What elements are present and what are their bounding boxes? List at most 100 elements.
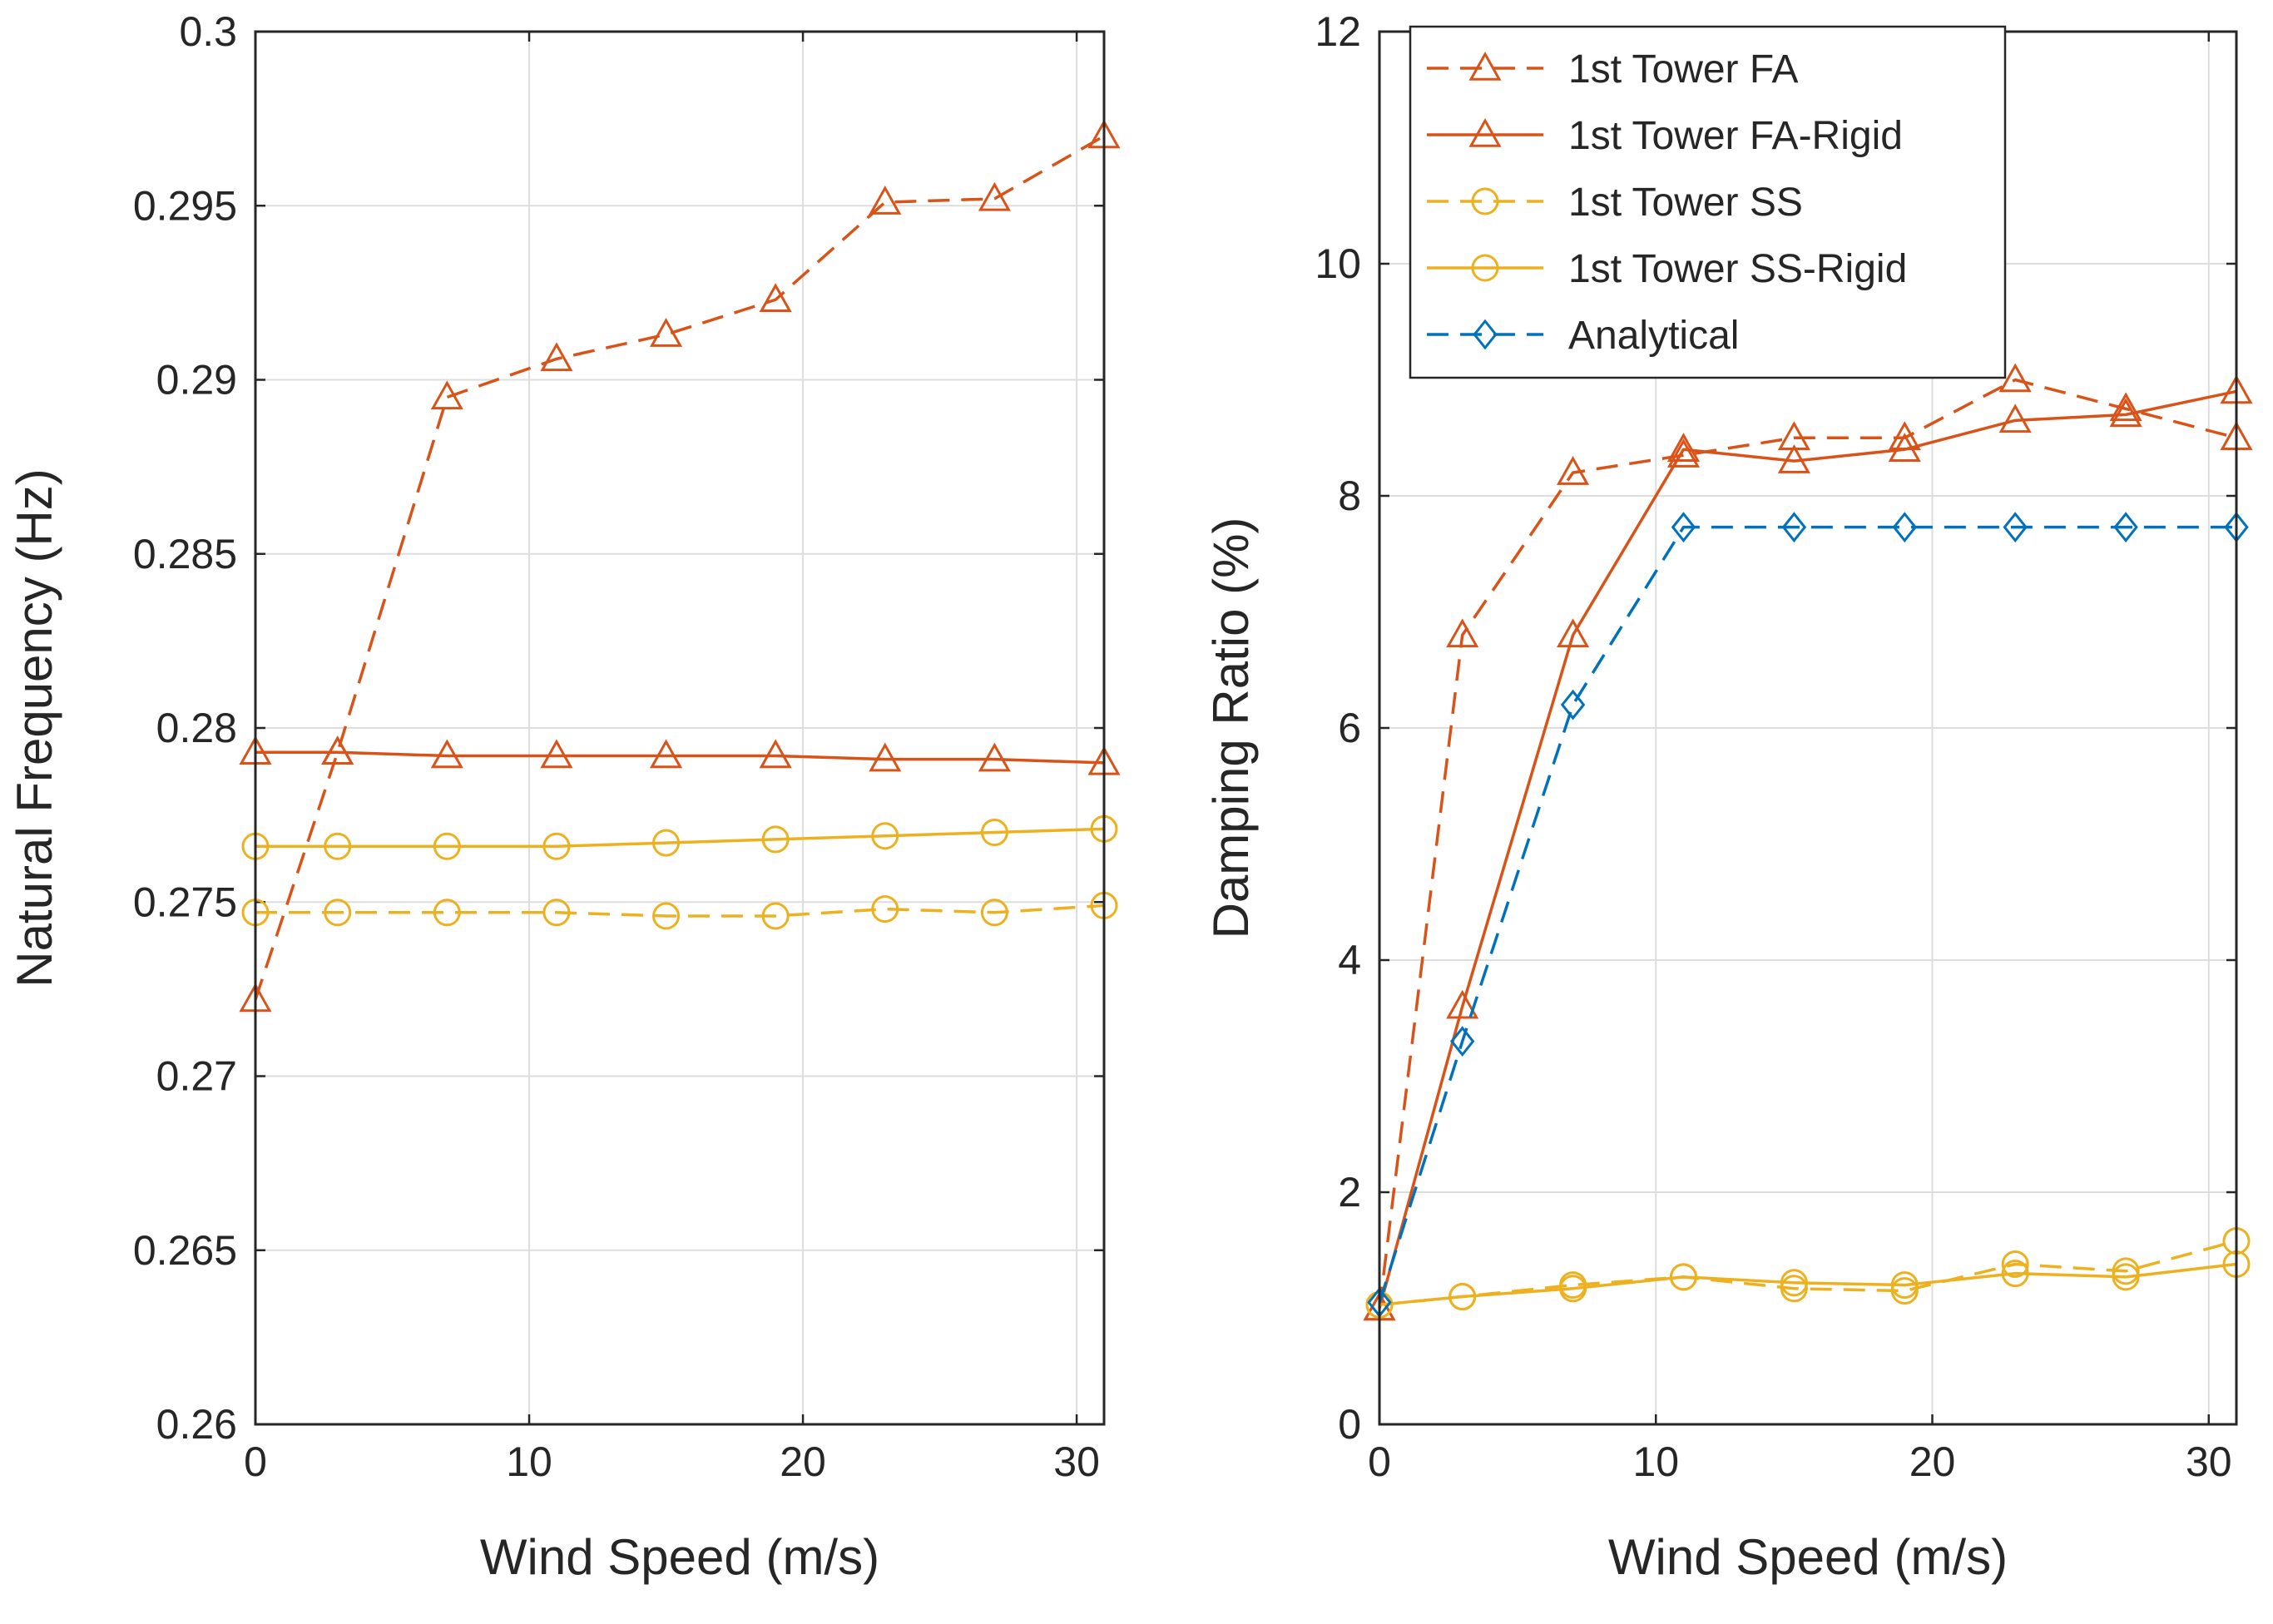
y-tick-label: 0.285 <box>133 531 237 577</box>
data-point <box>759 739 792 769</box>
y-tick-label: 12 <box>1315 8 1361 55</box>
series-line <box>1378 378 2237 1309</box>
data-point <box>649 739 683 769</box>
series-line <box>255 827 1105 849</box>
data-point <box>1560 689 1586 720</box>
series-line <box>1378 525 2236 1304</box>
data-point <box>869 186 902 215</box>
data-point <box>1559 1275 1587 1303</box>
data-point <box>540 739 573 769</box>
data-point <box>869 742 902 772</box>
legend-entry: 1st Tower FA-Rigid <box>1427 114 1903 158</box>
chart-panel-2: 0 10 20 30 0 2 4 6 8 10 12 Wind Speed (m/s) Damping … <box>1203 8 2253 1585</box>
data-point <box>871 822 899 850</box>
x-axis-title: Wind Speed (m/s) <box>480 1529 879 1585</box>
legend-marker <box>1468 51 1502 81</box>
data-point <box>978 742 1011 772</box>
series-line <box>254 135 1105 1000</box>
y-tick-label: 10 <box>1315 240 1361 287</box>
data-point <box>1890 1271 1919 1300</box>
y-tick-label: 0.295 <box>133 182 237 229</box>
series-1st-tower-ss <box>241 891 1118 930</box>
legend-entry: 1st Tower SS-Rigid <box>1427 247 1907 291</box>
y-tick-label: 2 <box>1338 1169 1361 1216</box>
data-point <box>542 899 571 927</box>
data-point <box>980 819 1008 847</box>
y-tick-label: 0.3 <box>179 8 237 55</box>
data-point <box>1446 989 1479 1019</box>
data-point <box>871 895 899 923</box>
data-point <box>759 283 792 313</box>
y-tick-label: 4 <box>1338 937 1361 983</box>
x-tick-label: 20 <box>780 1438 826 1485</box>
data-point <box>1892 512 1918 543</box>
data-point <box>1888 433 1921 462</box>
data-point <box>1781 512 1807 543</box>
y-tick-label: 6 <box>1338 705 1361 751</box>
x-tick-label: 10 <box>1632 1438 1679 1485</box>
y-tick-label: 0 <box>1338 1401 1361 1448</box>
y-axis-title: Damping Ratio (%) <box>1203 517 1259 939</box>
y-tick-label: 8 <box>1338 473 1361 519</box>
data-point <box>433 899 461 927</box>
data-point <box>652 829 681 857</box>
data-point <box>1890 1277 1919 1305</box>
data-point <box>1448 1283 1477 1311</box>
data-point <box>1671 512 1696 543</box>
series-line <box>255 904 1105 918</box>
legend-marker <box>1471 254 1499 282</box>
legend-marker <box>1473 319 1498 350</box>
legend-label: 1st Tower SS-Rigid <box>1568 247 1907 291</box>
data-point <box>2109 392 2142 422</box>
data-point <box>1780 1269 1808 1297</box>
x-tick-label: 20 <box>1909 1438 1956 1485</box>
series-1st-tower-fa-rigid <box>239 735 1121 775</box>
data-point <box>430 739 463 769</box>
data-point <box>433 832 461 860</box>
y-tick-label: 0.28 <box>156 705 237 751</box>
y-tick-label: 0.265 <box>133 1227 237 1274</box>
data-point <box>1777 444 1810 473</box>
legend-entry: 1st Tower FA <box>1427 47 1799 92</box>
data-point <box>2112 1263 2140 1291</box>
data-point <box>1557 456 1590 485</box>
data-point <box>542 832 571 860</box>
data-point <box>649 318 683 347</box>
chart-panel-1: 0 10 20 30 0.26 0.265 0.27 0.275 0.28 0.285 0.29 0.… <box>7 8 1121 1585</box>
legend: 1st Tower FA 1st Tower FA-Rigid 1st Tower … <box>1409 25 2007 379</box>
series-line <box>1378 389 2237 1309</box>
series-1st-tower-ss-rigid <box>1365 1250 2251 1319</box>
axes-box <box>254 30 1106 1426</box>
series-line <box>1379 1262 2237 1307</box>
x-tick-label: 10 <box>506 1438 552 1485</box>
data-point <box>1669 1263 1697 1291</box>
data-point <box>324 899 352 927</box>
legend-label: 1st Tower FA <box>1568 47 1799 92</box>
data-point <box>2001 1250 2029 1278</box>
data-point <box>1557 618 1590 648</box>
legend-entry: Analytical <box>1427 314 1739 358</box>
data-point <box>2113 512 2138 543</box>
data-point <box>1998 404 2032 433</box>
data-point <box>1449 1026 1475 1057</box>
data-point <box>652 902 681 930</box>
legend-label: 1st Tower FA-Rigid <box>1568 114 1903 158</box>
data-point <box>2112 1257 2140 1285</box>
data-point <box>540 342 573 372</box>
y-axis-title: Natural Frequency (Hz) <box>7 468 62 988</box>
legend-marker <box>1468 117 1502 147</box>
data-point <box>761 902 790 930</box>
data-point <box>1780 1275 1808 1303</box>
legend-label: 1st Tower SS <box>1568 181 1803 225</box>
series-1st-tower-fa <box>1363 363 2253 1321</box>
data-point <box>1998 363 2032 393</box>
data-point <box>761 825 790 854</box>
legend-entry: 1st Tower SS <box>1427 181 1803 225</box>
series-1st-tower-fa-rigid <box>1363 374 2253 1321</box>
series-1st-tower-ss-rigid <box>241 814 1118 860</box>
y-tick-label: 0.29 <box>156 357 237 404</box>
data-point <box>1666 438 1701 468</box>
legend-marker <box>1471 187 1499 215</box>
